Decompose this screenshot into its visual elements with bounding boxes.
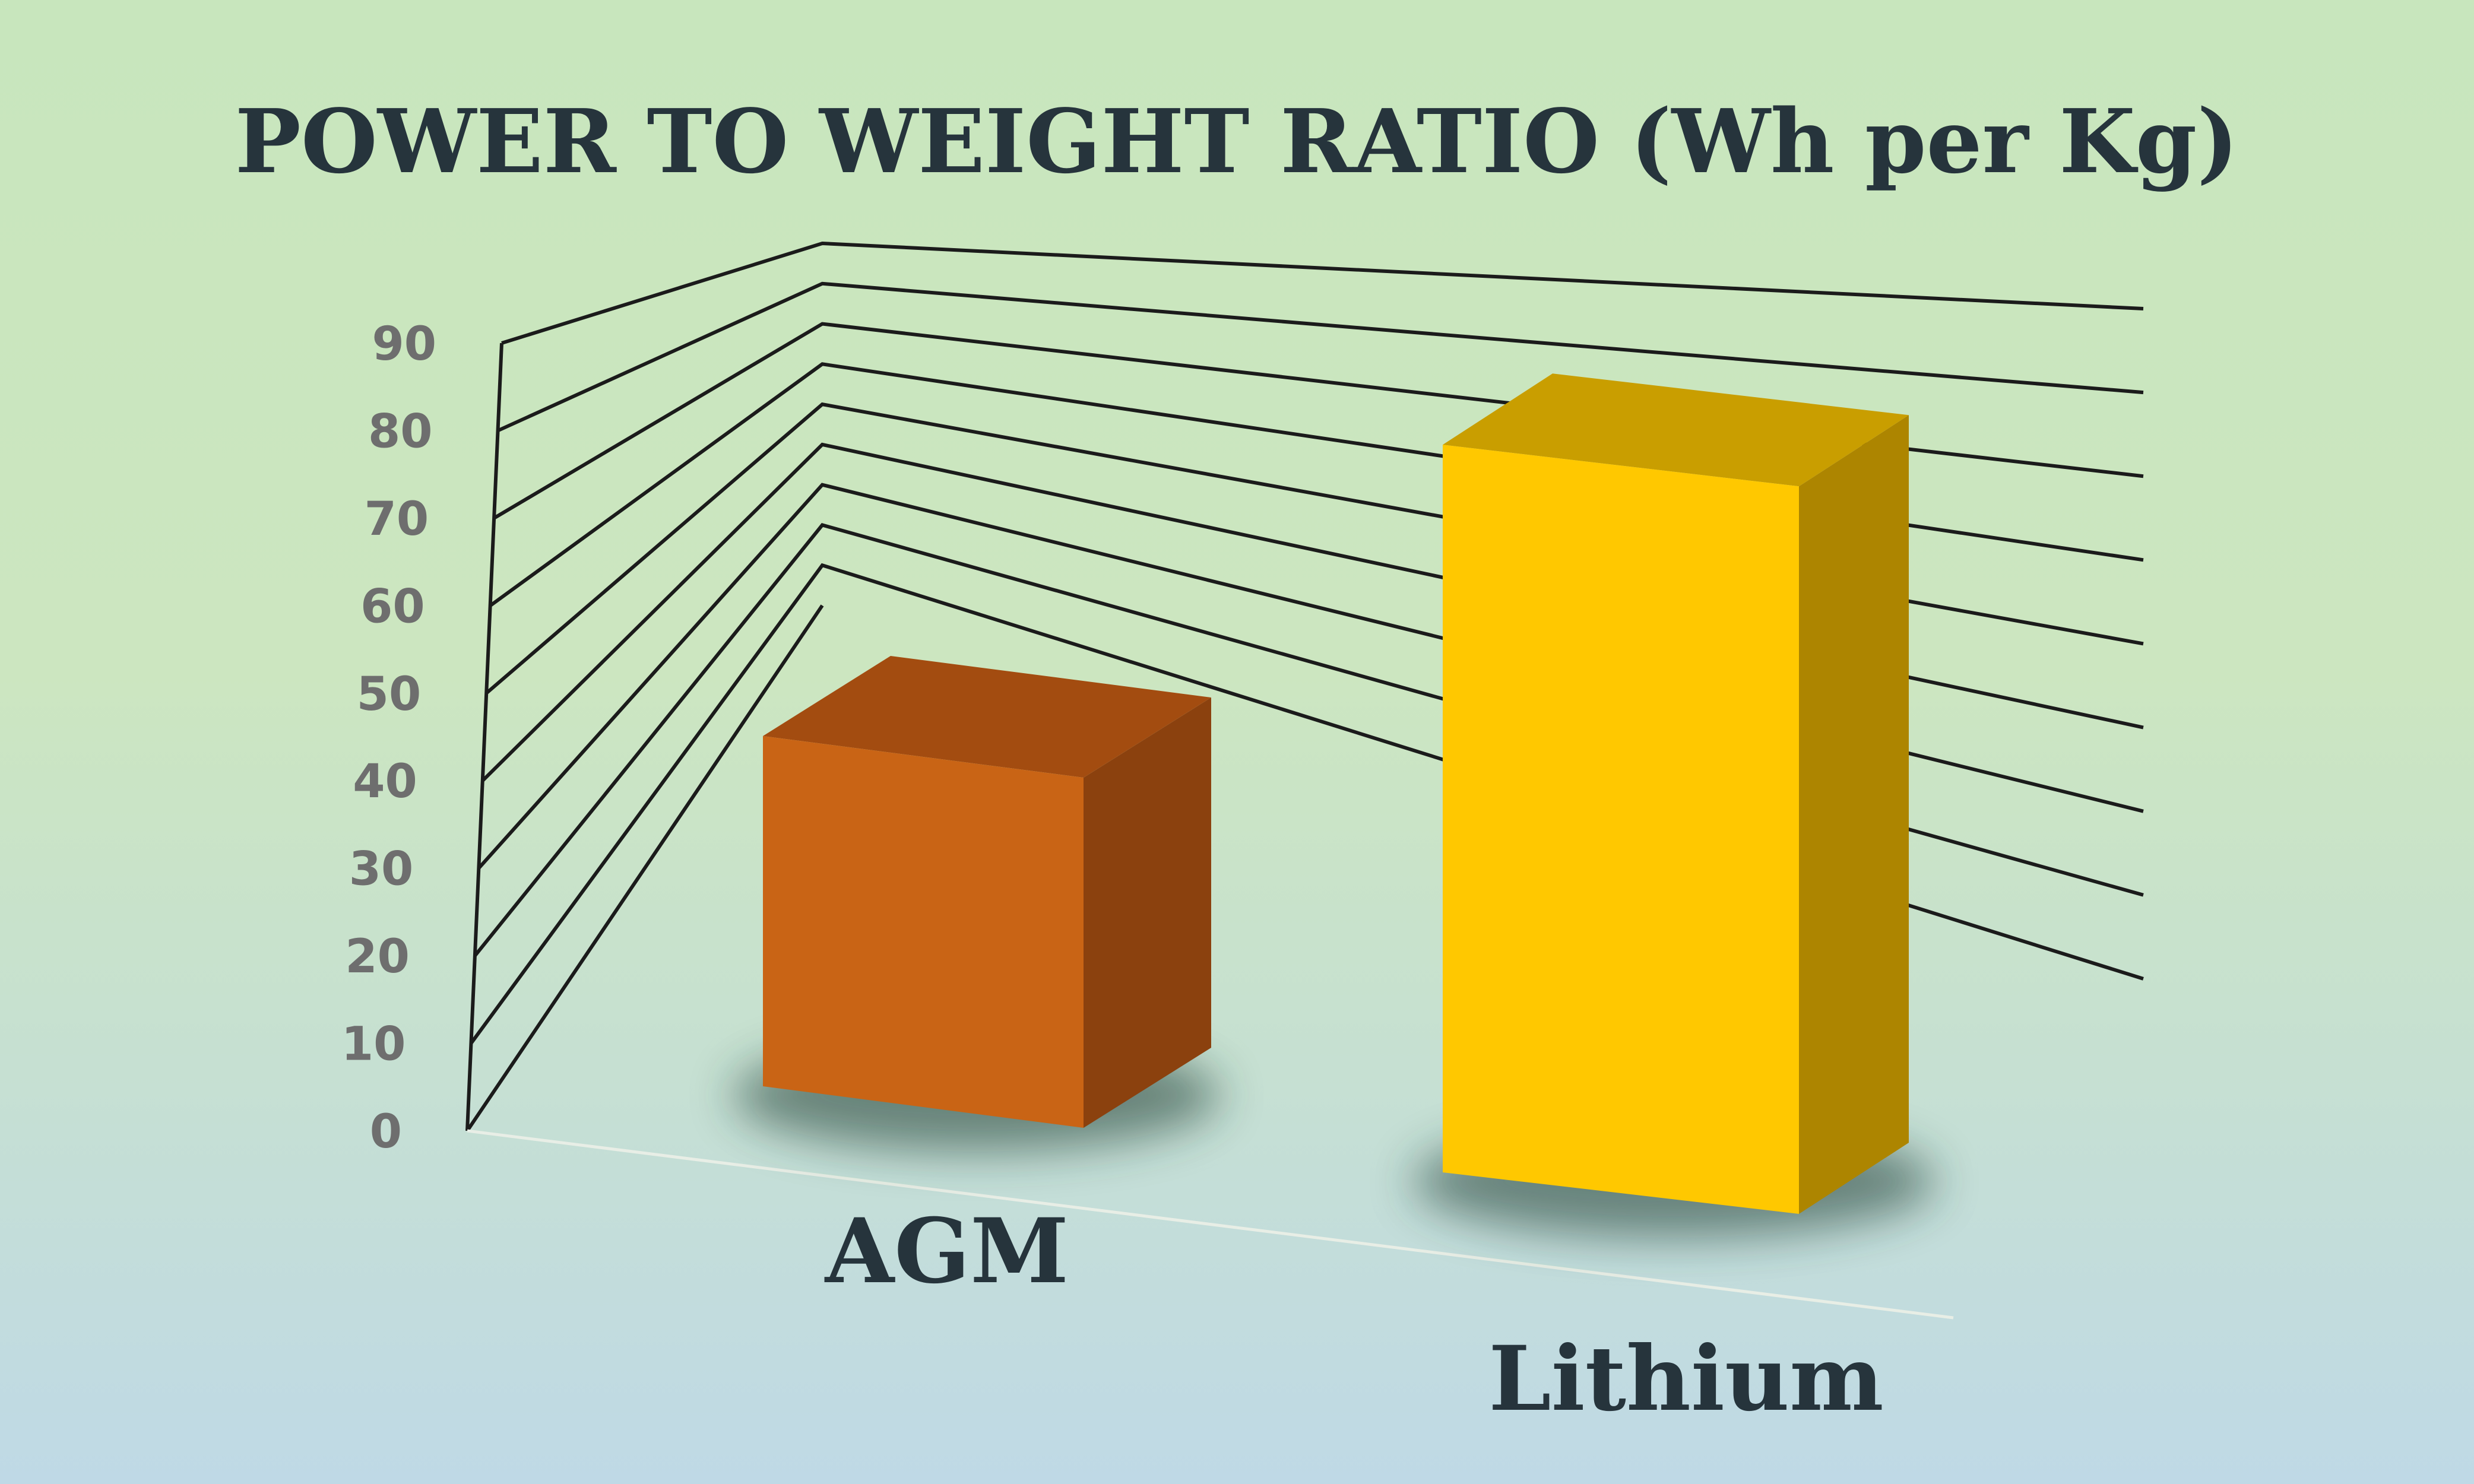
y-tick-labels: 0 10 20 30 40 50 60 70 80 90 bbox=[341, 318, 436, 1159]
axes bbox=[465, 343, 1954, 1320]
side-wall-base-line bbox=[465, 604, 824, 1132]
y-tick-label: 10 bbox=[341, 1018, 406, 1071]
y-tick-label: 30 bbox=[349, 843, 414, 896]
y-tick-label: 50 bbox=[357, 668, 422, 721]
bar-top bbox=[763, 656, 1211, 778]
y-tick-label: 20 bbox=[345, 930, 410, 984]
bar-top bbox=[1443, 373, 1909, 487]
bar bbox=[763, 736, 1084, 1128]
y-tick-label: 60 bbox=[360, 580, 425, 633]
y-tick-label: 90 bbox=[372, 318, 436, 371]
x-category-label: Lithium bbox=[1488, 1327, 1884, 1431]
gridline bbox=[497, 281, 2144, 433]
bar-side bbox=[1799, 415, 1909, 1214]
y-axis-line bbox=[465, 343, 503, 1131]
chart-title: POWER TO WEIGHT RATIO (Wh per Kg) bbox=[235, 90, 2239, 193]
bars bbox=[733, 373, 1936, 1238]
x-category-label: AGM bbox=[824, 1199, 1069, 1304]
y-tick-label: 40 bbox=[353, 755, 417, 808]
y-tick-label: 0 bbox=[370, 1105, 402, 1159]
y-tick-label: 80 bbox=[368, 405, 433, 458]
gridlines bbox=[470, 241, 2144, 1045]
category-labels: AGM Lithium bbox=[824, 1199, 1884, 1431]
bar-side bbox=[1084, 697, 1211, 1128]
gridline bbox=[501, 241, 2144, 345]
x-axis-line bbox=[467, 1129, 1954, 1320]
y-tick-label: 70 bbox=[365, 493, 429, 546]
bar bbox=[1443, 445, 1799, 1214]
